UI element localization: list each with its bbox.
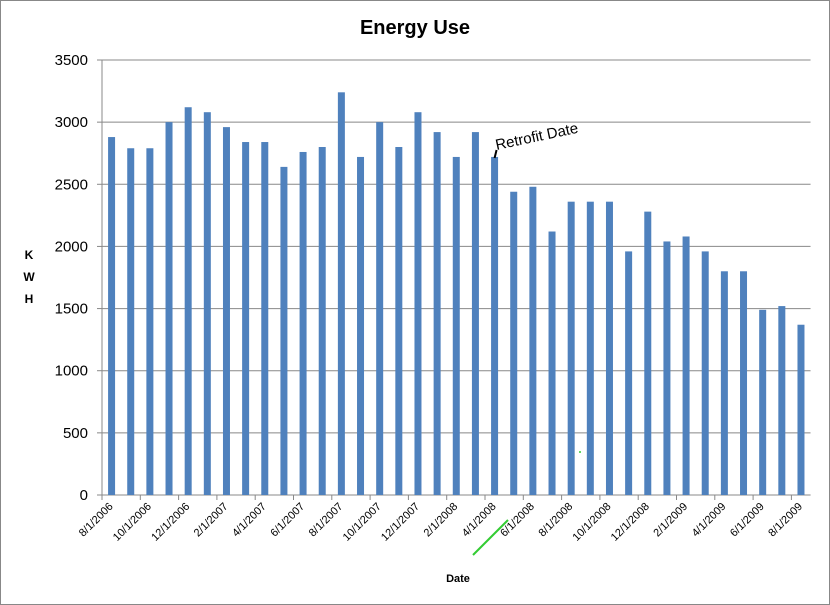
y-tick-label: 2000 xyxy=(55,238,88,255)
stray-mark xyxy=(472,519,509,556)
y-tick-label: 0 xyxy=(80,487,88,504)
bar xyxy=(127,148,135,495)
bar xyxy=(280,166,288,495)
y-tick-label: 500 xyxy=(63,425,88,442)
bar xyxy=(740,271,748,495)
bar xyxy=(663,241,671,495)
bar xyxy=(759,309,767,495)
bar xyxy=(491,156,499,495)
y-axis-label: KWH xyxy=(22,248,36,314)
bar xyxy=(318,147,326,495)
y-tick-label: 1500 xyxy=(55,301,88,318)
bar xyxy=(778,306,786,495)
bar xyxy=(376,122,384,496)
chart-title: Energy Use xyxy=(360,17,470,39)
bar xyxy=(203,112,211,495)
bar xyxy=(797,324,805,495)
bar xyxy=(548,231,556,495)
x-axis-label: Date xyxy=(446,573,470,585)
bar xyxy=(510,191,518,495)
y-tick-label: 2500 xyxy=(55,176,88,193)
bar xyxy=(625,251,633,495)
stray-dot xyxy=(579,451,581,453)
bar xyxy=(471,132,479,496)
bar xyxy=(586,201,594,495)
bar xyxy=(701,251,709,495)
bar xyxy=(337,92,345,496)
bar xyxy=(299,151,307,495)
bar xyxy=(261,142,269,495)
bar xyxy=(108,137,116,496)
bar xyxy=(357,156,365,495)
bar xyxy=(414,112,422,495)
bar xyxy=(165,122,173,496)
bar xyxy=(222,127,230,495)
bar xyxy=(242,142,250,495)
bar xyxy=(567,201,575,495)
bar xyxy=(184,107,192,495)
bar xyxy=(605,201,613,495)
bar xyxy=(433,132,441,496)
y-tick-label: 1000 xyxy=(55,363,88,380)
annotation-pointer xyxy=(493,149,498,159)
bar xyxy=(682,236,690,495)
bar xyxy=(720,271,728,495)
bar xyxy=(529,186,537,495)
bar xyxy=(395,147,403,495)
y-tick-label: 3500 xyxy=(55,52,88,69)
bar xyxy=(146,148,154,495)
y-tick-label: 3000 xyxy=(55,114,88,131)
bar xyxy=(644,211,652,495)
bar xyxy=(452,156,460,495)
